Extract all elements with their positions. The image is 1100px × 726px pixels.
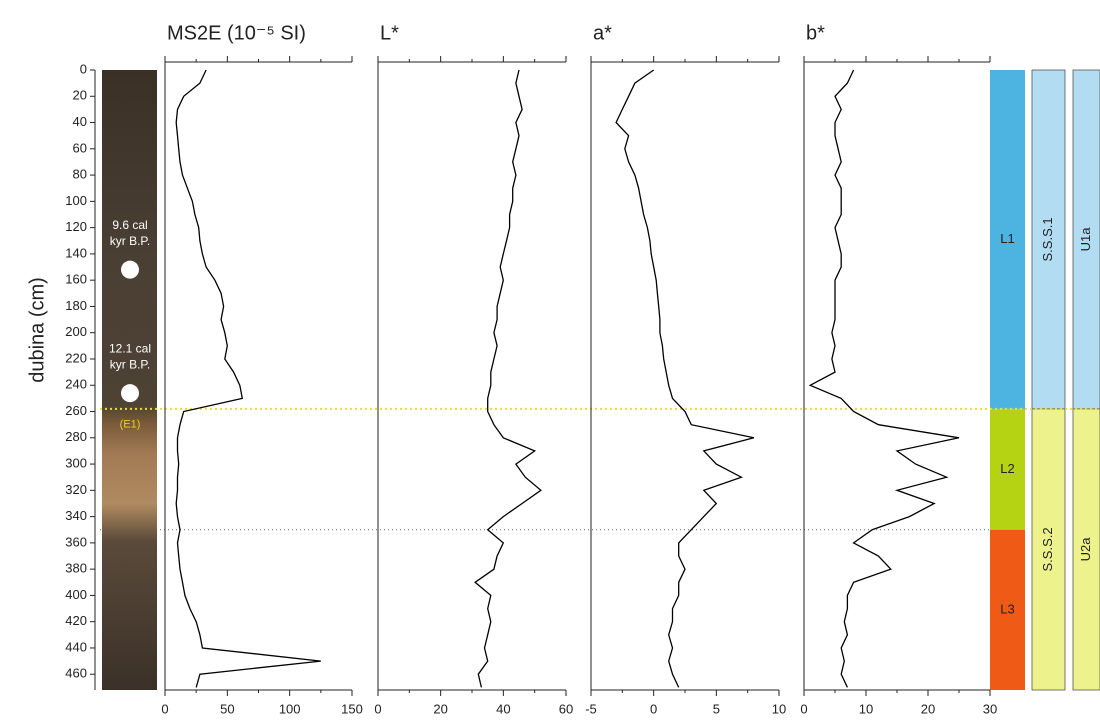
- y-tick-label: 180: [65, 298, 87, 313]
- y-tick-label: 380: [65, 561, 87, 576]
- y-tick-label: 280: [65, 429, 87, 444]
- y-tick-label: 440: [65, 639, 87, 654]
- x-tick-label: 60: [559, 701, 573, 716]
- zone: [1031, 408, 1066, 691]
- x-tick-label: -5: [585, 701, 597, 716]
- y-tick-label: 140: [65, 245, 87, 260]
- y-tick-label: 300: [65, 456, 87, 471]
- y-tick-label: 60: [73, 140, 87, 155]
- zone: [1072, 69, 1100, 410]
- y-tick-label: 160: [65, 272, 87, 287]
- zone: [990, 408, 1025, 530]
- y-tick-label: 360: [65, 534, 87, 549]
- x-tick-label: 5: [713, 701, 720, 716]
- x-tick-label: 20: [921, 701, 935, 716]
- data-line: [474, 69, 542, 688]
- y-tick-label: 120: [65, 219, 87, 234]
- y-tick-label: 40: [73, 114, 87, 129]
- x-tick-label: 20: [433, 701, 447, 716]
- date-label: 12.1 cal: [109, 341, 151, 355]
- zone: [1031, 69, 1066, 410]
- x-tick-label: 40: [496, 701, 510, 716]
- x-tick-label: 0: [161, 701, 168, 716]
- core-photo: [102, 70, 157, 690]
- x-tick-label: 100: [279, 701, 301, 716]
- y-tick-label: 260: [65, 403, 87, 418]
- y-axis-label: dubina (cm): [26, 277, 48, 383]
- x-tick-label: 0: [374, 701, 381, 716]
- zone-label: L1: [1000, 231, 1014, 246]
- x-tick-label: 0: [650, 701, 657, 716]
- y-tick-label: 420: [65, 613, 87, 628]
- zone-label: S.S.S.1: [1040, 217, 1055, 261]
- y-tick-label: 100: [65, 193, 87, 208]
- y-tick-label: 200: [65, 324, 87, 339]
- panel-title: MS2E (10⁻⁵ SI): [167, 22, 306, 44]
- zone: [990, 70, 1025, 409]
- y-tick-label: 240: [65, 377, 87, 392]
- x-tick-label: 50: [220, 701, 234, 716]
- x-tick-label: 150: [341, 701, 363, 716]
- x-tick-label: 10: [772, 701, 786, 716]
- y-tick-label: 340: [65, 508, 87, 523]
- zone-label: U2a: [1078, 537, 1093, 562]
- zone-label: L2: [1000, 461, 1014, 476]
- zone: [1072, 408, 1100, 691]
- panel-title: a*: [593, 22, 612, 44]
- zone-label: L3: [1000, 601, 1014, 616]
- zone-label: S.S.S.2: [1040, 527, 1055, 571]
- y-tick-label: 0: [80, 61, 87, 76]
- x-tick-label: 10: [859, 701, 873, 716]
- x-tick-label: 30: [983, 701, 997, 716]
- date-marker: [121, 384, 139, 403]
- date-label: kyr B.P.: [110, 234, 150, 248]
- date-label: 9.6 cal: [112, 218, 147, 232]
- y-tick-label: 320: [65, 482, 87, 497]
- y-tick-label: 220: [65, 350, 87, 365]
- zone-label: U1a: [1078, 227, 1093, 252]
- y-tick-label: 80: [73, 167, 87, 182]
- data-line: [808, 69, 960, 688]
- x-tick-label: 0: [800, 701, 807, 716]
- data-line: [175, 69, 321, 688]
- y-tick-label: 20: [73, 88, 87, 103]
- date-marker: [121, 260, 139, 279]
- y-tick-label: 400: [65, 587, 87, 602]
- zone: [990, 529, 1025, 690]
- date-label: kyr B.P.: [110, 357, 150, 371]
- y-tick-label: 460: [65, 666, 87, 681]
- panel-title: b*: [806, 22, 825, 44]
- data-line: [615, 69, 755, 688]
- panel-title: L*: [380, 22, 399, 44]
- event-label: (E1): [120, 419, 141, 431]
